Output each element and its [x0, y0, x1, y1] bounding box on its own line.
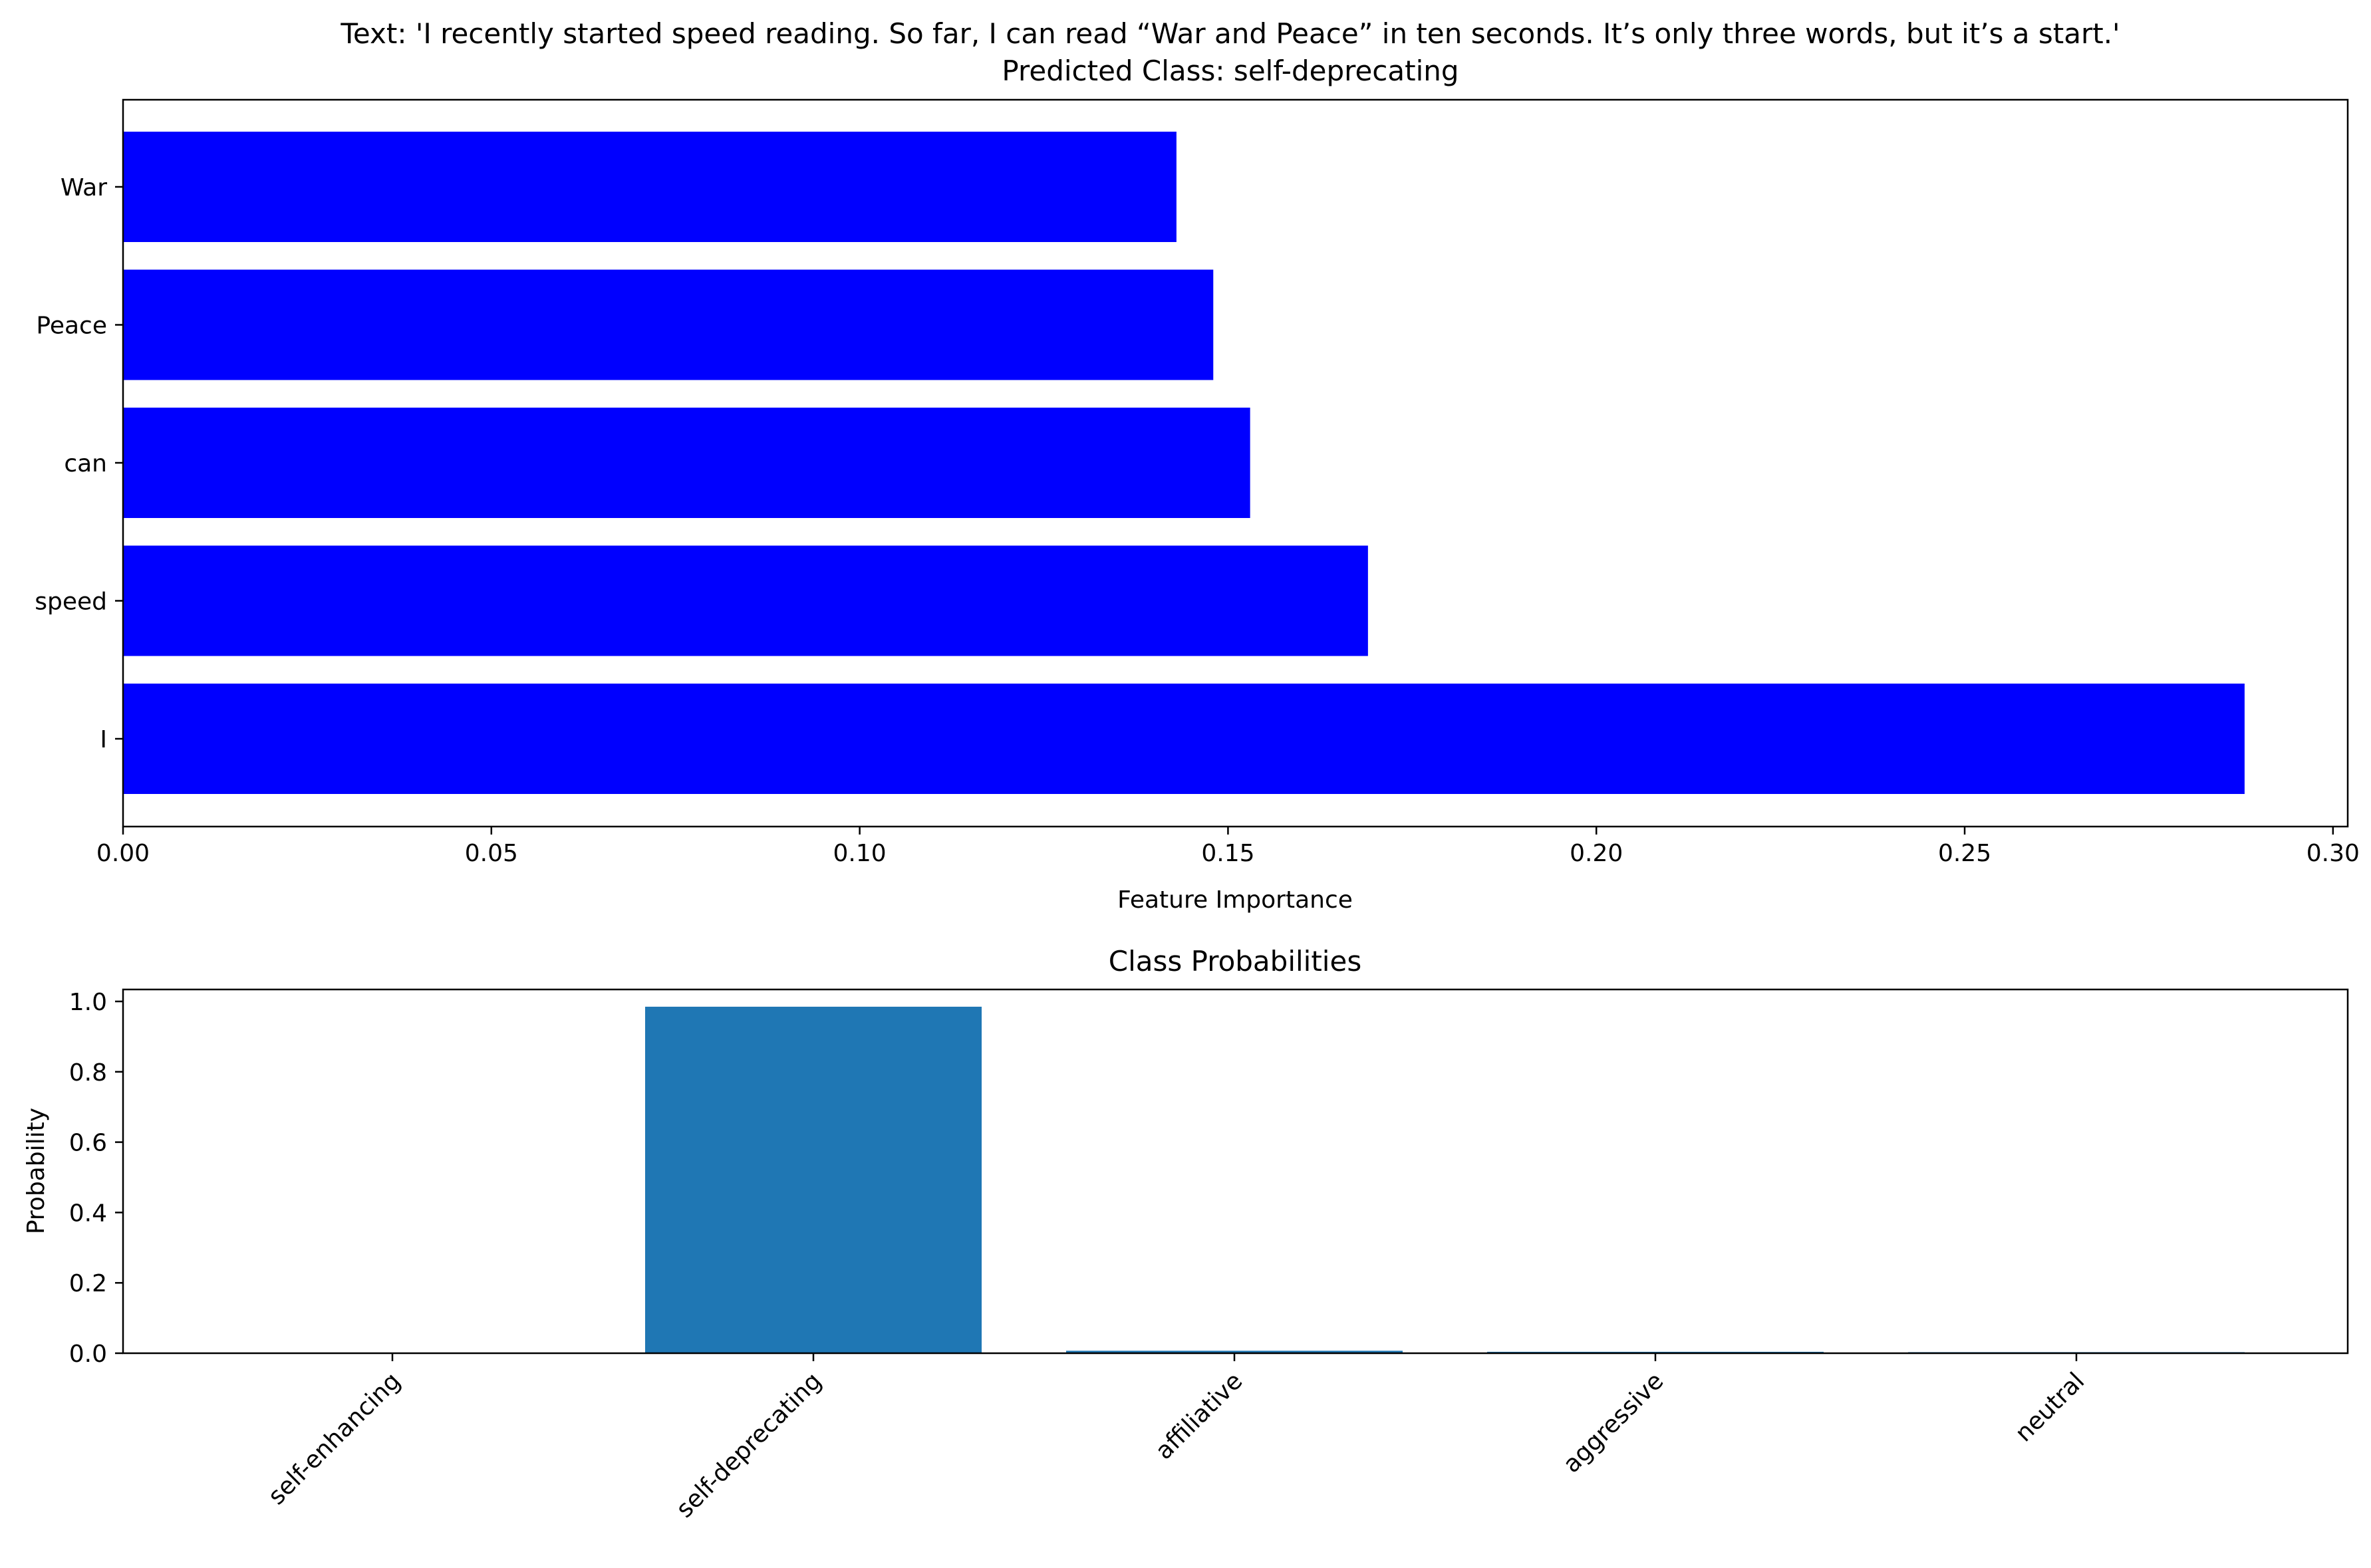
- probability-y-tick-label-4: 0.8: [69, 1059, 107, 1087]
- class-probabilities-y-ticks: 0.0 0.2 0.4 0.6 0.8 1.0: [69, 989, 123, 1368]
- feature-x-tick-label-4: 0.20: [1570, 840, 1623, 867]
- probability-bar-1: [645, 1006, 982, 1353]
- feature-x-tick-label-5: 0.25: [1938, 840, 1991, 867]
- probability-y-tick-label-5: 1.0: [69, 989, 107, 1016]
- feature-x-tick-label-0: 0.00: [96, 840, 150, 867]
- class-probabilities-title: Class Probabilities: [1109, 945, 1361, 978]
- probability-bar-2: [1066, 1351, 1403, 1353]
- probability-y-tick-label-0: 0.0: [69, 1341, 107, 1368]
- feature-importance-x-ticks: 0.00 0.05 0.10 0.15 0.20 0.25 0.30: [96, 827, 2360, 867]
- figure-title-line1: Text: 'I recently started speed reading.…: [340, 17, 2120, 50]
- feature-bar-0: [123, 684, 2245, 794]
- feature-x-tick-label-2: 0.10: [833, 840, 887, 867]
- feature-bar-4: [123, 132, 1177, 242]
- feature-y-tick-label-0: I: [100, 726, 107, 753]
- feature-importance-bars: [123, 132, 2245, 794]
- feature-y-tick-label-1: speed: [35, 588, 107, 616]
- class-probabilities-y-axis-label: Probability: [23, 1108, 50, 1234]
- feature-x-tick-label-6: 0.30: [2306, 840, 2360, 867]
- feature-y-tick-label-3: Peace: [36, 313, 107, 340]
- feature-importance-x-axis-label: Feature Importance: [1117, 886, 1353, 914]
- probability-y-tick-label-3: 0.6: [69, 1130, 107, 1157]
- class-probabilities-axes-frame: [122, 988, 2349, 1355]
- feature-y-tick-label-2: can: [64, 450, 107, 477]
- probability-y-tick-label-1: 0.2: [69, 1270, 107, 1297]
- feature-bar-3: [123, 269, 1214, 380]
- feature-y-tick-label-4: War: [61, 174, 107, 201]
- feature-x-tick-label-1: 0.05: [465, 840, 518, 867]
- feature-x-tick-label-3: 0.15: [1201, 840, 1254, 867]
- figure-title-line2: Predicted Class: self-deprecating: [1002, 55, 1459, 87]
- probability-y-tick-label-2: 0.4: [69, 1200, 107, 1227]
- feature-bar-2: [123, 408, 1250, 518]
- feature-bar-1: [123, 545, 1368, 656]
